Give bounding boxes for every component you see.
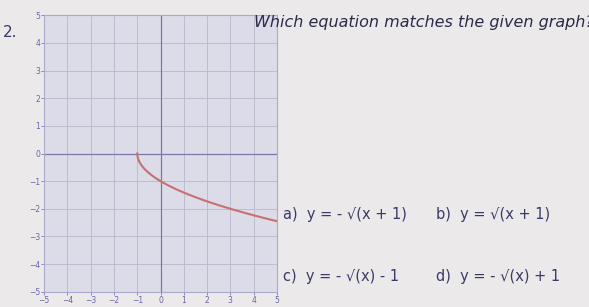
Text: d)  y = - √(x) + 1: d) y = - √(x) + 1 [436,269,560,284]
Text: Which equation matches the given graph?: Which equation matches the given graph? [254,15,589,30]
Text: 2.: 2. [3,25,18,40]
Text: c)  y = - √(x) - 1: c) y = - √(x) - 1 [283,269,399,284]
Text: b)  y = √(x + 1): b) y = √(x + 1) [436,208,550,222]
Text: a)  y = - √(x + 1): a) y = - √(x + 1) [283,208,406,222]
